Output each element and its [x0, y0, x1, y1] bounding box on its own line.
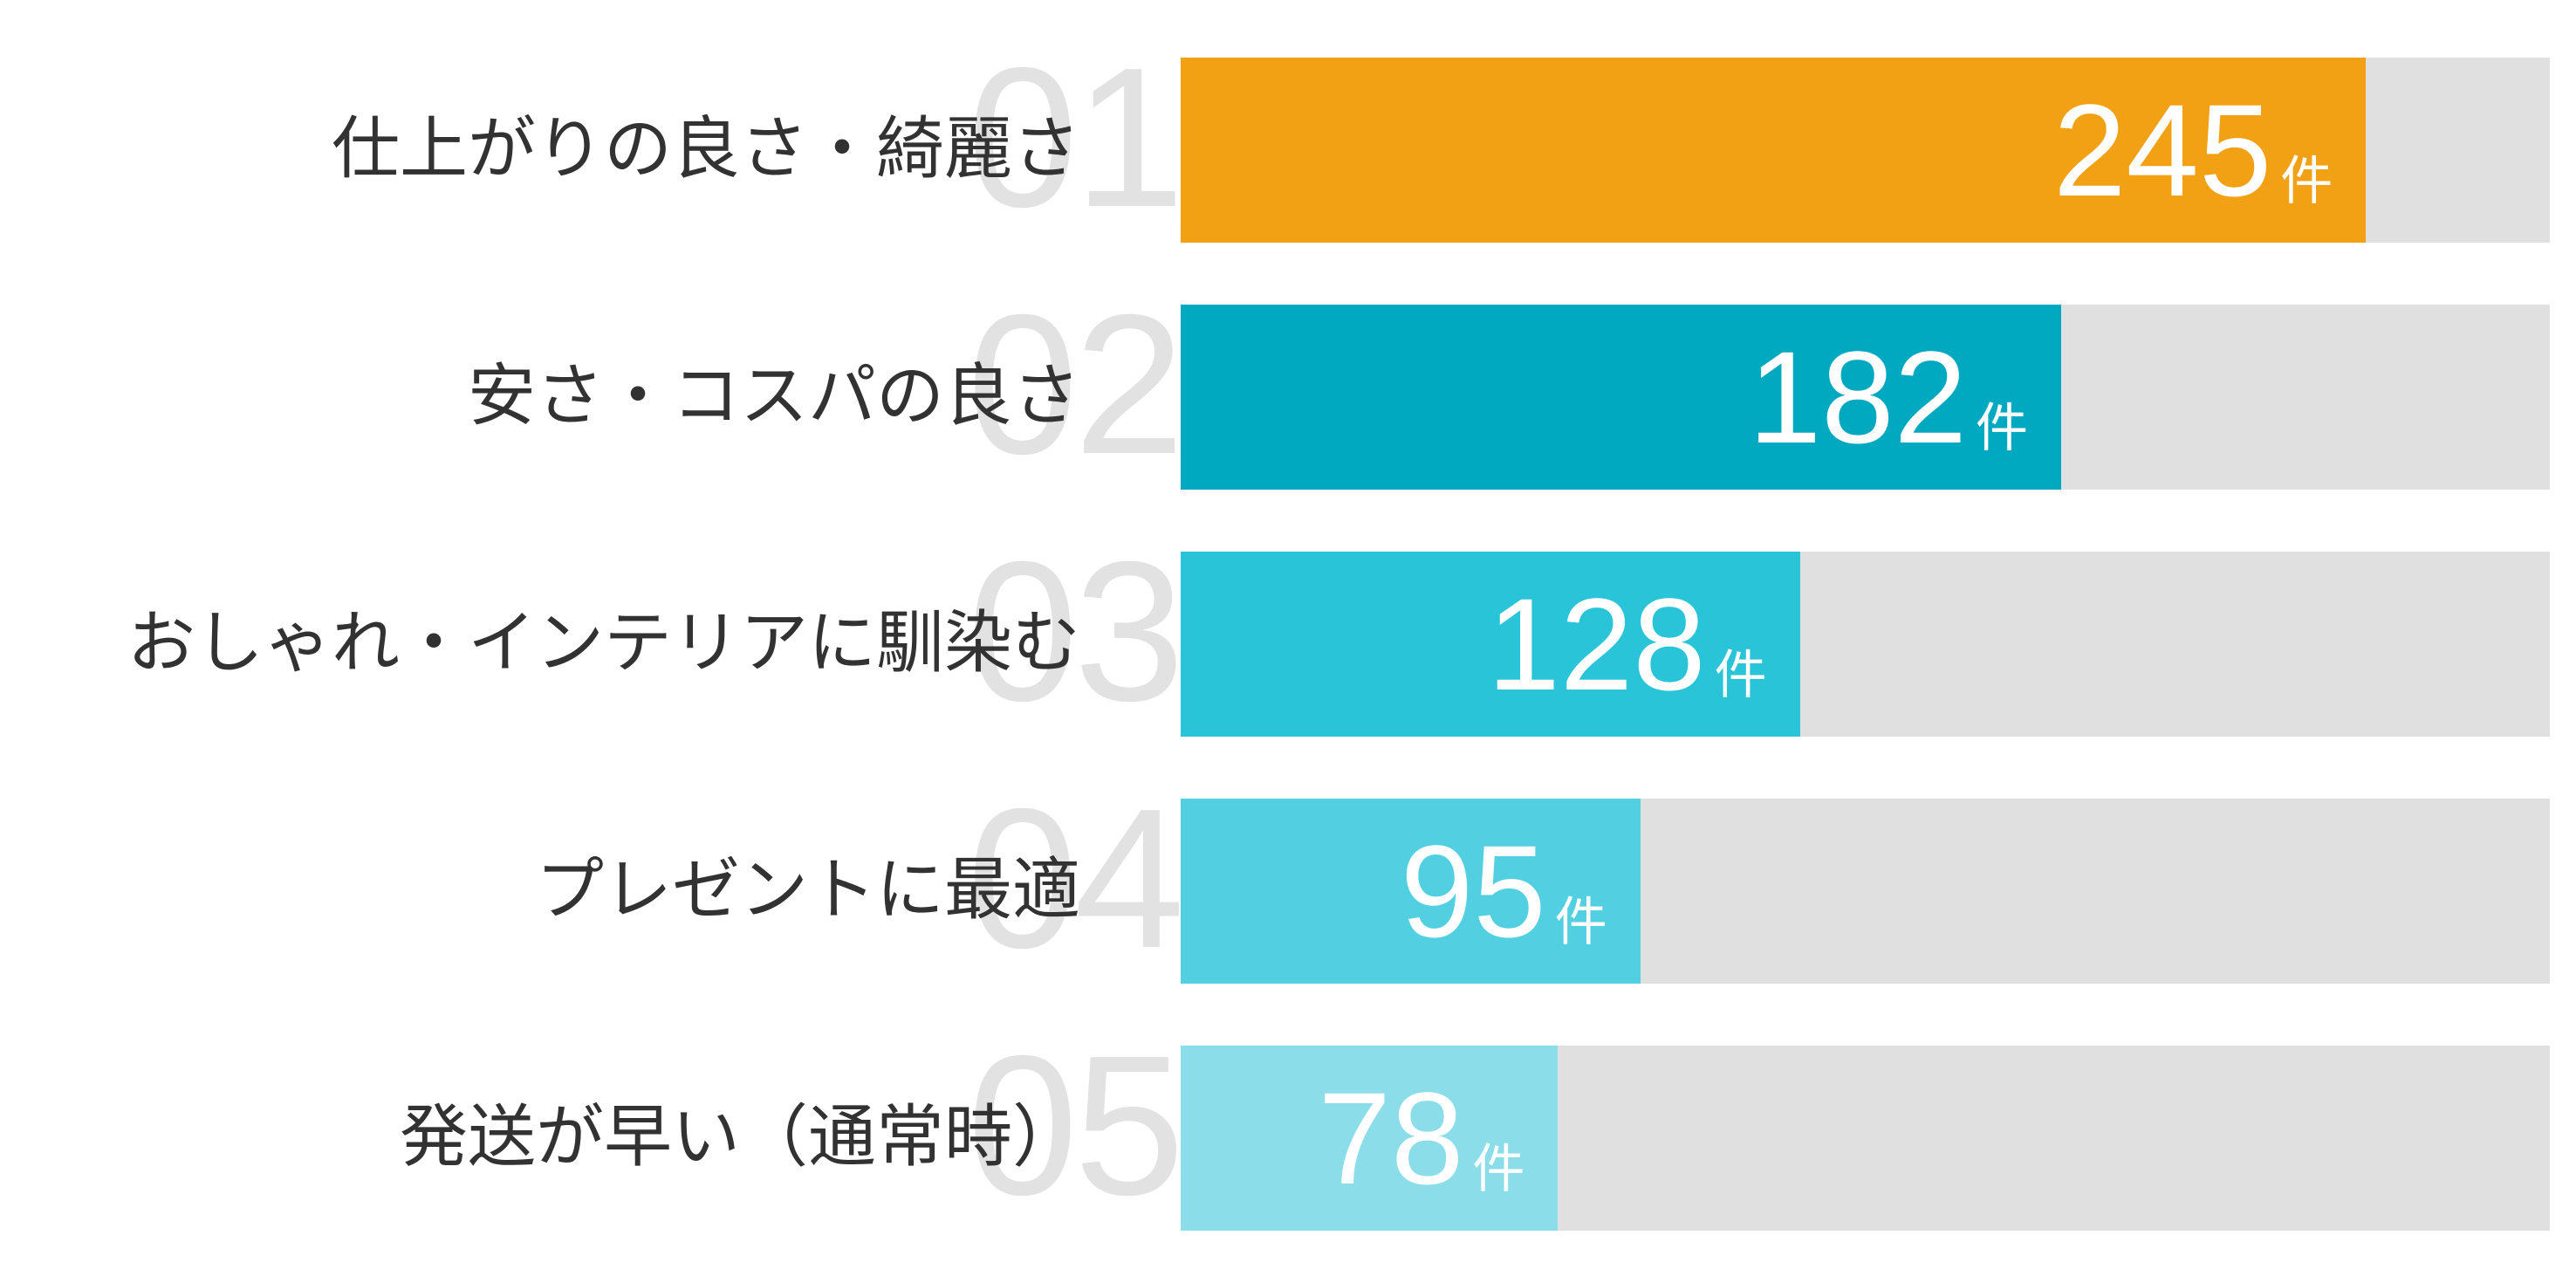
- value-number: 128: [1487, 571, 1706, 717]
- bar: 128 件: [1181, 552, 1800, 737]
- value-unit: 件: [2280, 152, 2333, 210]
- bar: 245 件: [1181, 58, 2367, 243]
- category-label: 発送が早い（通常時）: [399, 1098, 1080, 1175]
- bar: 78 件: [1181, 1046, 1559, 1231]
- value-unit: 件: [1714, 646, 1767, 704]
- bar-row: 03 おしゃれ・インテリアに馴染む 128 件: [0, 532, 2550, 737]
- bar-row: 02 安さ・コスパの良さ 182 件: [0, 285, 2550, 490]
- bar: 95 件: [1181, 799, 1641, 984]
- bar-track: 95 件: [1181, 799, 2550, 984]
- label-column: 02 安さ・コスパの良さ: [0, 285, 1185, 490]
- value-wrap: 128 件: [1487, 579, 1799, 710]
- value-unit: 件: [1976, 399, 2029, 457]
- label-column: 01 仕上がりの良さ・綺麗さ: [0, 38, 1185, 243]
- value-number: 78: [1318, 1065, 1464, 1211]
- rank-number: 02: [967, 274, 1185, 496]
- label-column: 05 発送が早い（通常時）: [0, 1026, 1185, 1231]
- value-wrap: 95 件: [1401, 826, 1641, 957]
- label-column: 04 プレゼントに最適: [0, 779, 1185, 984]
- rank-number: 05: [967, 1015, 1185, 1237]
- category-label: 仕上がりの良さ・綺麗さ: [331, 110, 1080, 187]
- category-label: おしゃれ・インテリアに馴染む: [127, 604, 1080, 681]
- rank-number: 01: [967, 27, 1185, 249]
- category-label: プレゼントに最適: [535, 851, 1080, 928]
- rank-number: 03: [967, 521, 1185, 743]
- bar-track: 78 件: [1181, 1046, 2550, 1231]
- value-wrap: 245 件: [2053, 85, 2366, 216]
- value-unit: 件: [1554, 893, 1607, 951]
- bar-row: 05 発送が早い（通常時） 78 件: [0, 1026, 2550, 1231]
- value-number: 245: [2053, 77, 2272, 223]
- bar-track: 182 件: [1181, 305, 2550, 490]
- bar-row: 04 プレゼントに最適 95 件: [0, 779, 2550, 984]
- value-wrap: 78 件: [1319, 1073, 1559, 1204]
- bar-row: 01 仕上がりの良さ・綺麗さ 245 件: [0, 38, 2550, 243]
- label-column: 03 おしゃれ・インテリアに馴染む: [0, 532, 1185, 737]
- chart: 01 仕上がりの良さ・綺麗さ 245 件 02 安さ・コスパの良さ 182 件 03…: [0, 38, 2550, 1231]
- category-label: 安さ・コスパの良さ: [467, 357, 1080, 434]
- bar-track: 245 件: [1181, 58, 2550, 243]
- value-unit: 件: [1472, 1140, 1525, 1198]
- value-number: 182: [1748, 324, 1968, 470]
- rank-number: 04: [967, 768, 1185, 990]
- bar: 182 件: [1181, 305, 2062, 490]
- value-wrap: 182 件: [1749, 332, 2061, 463]
- value-number: 95: [1400, 818, 1546, 964]
- bar-track: 128 件: [1181, 552, 2550, 737]
